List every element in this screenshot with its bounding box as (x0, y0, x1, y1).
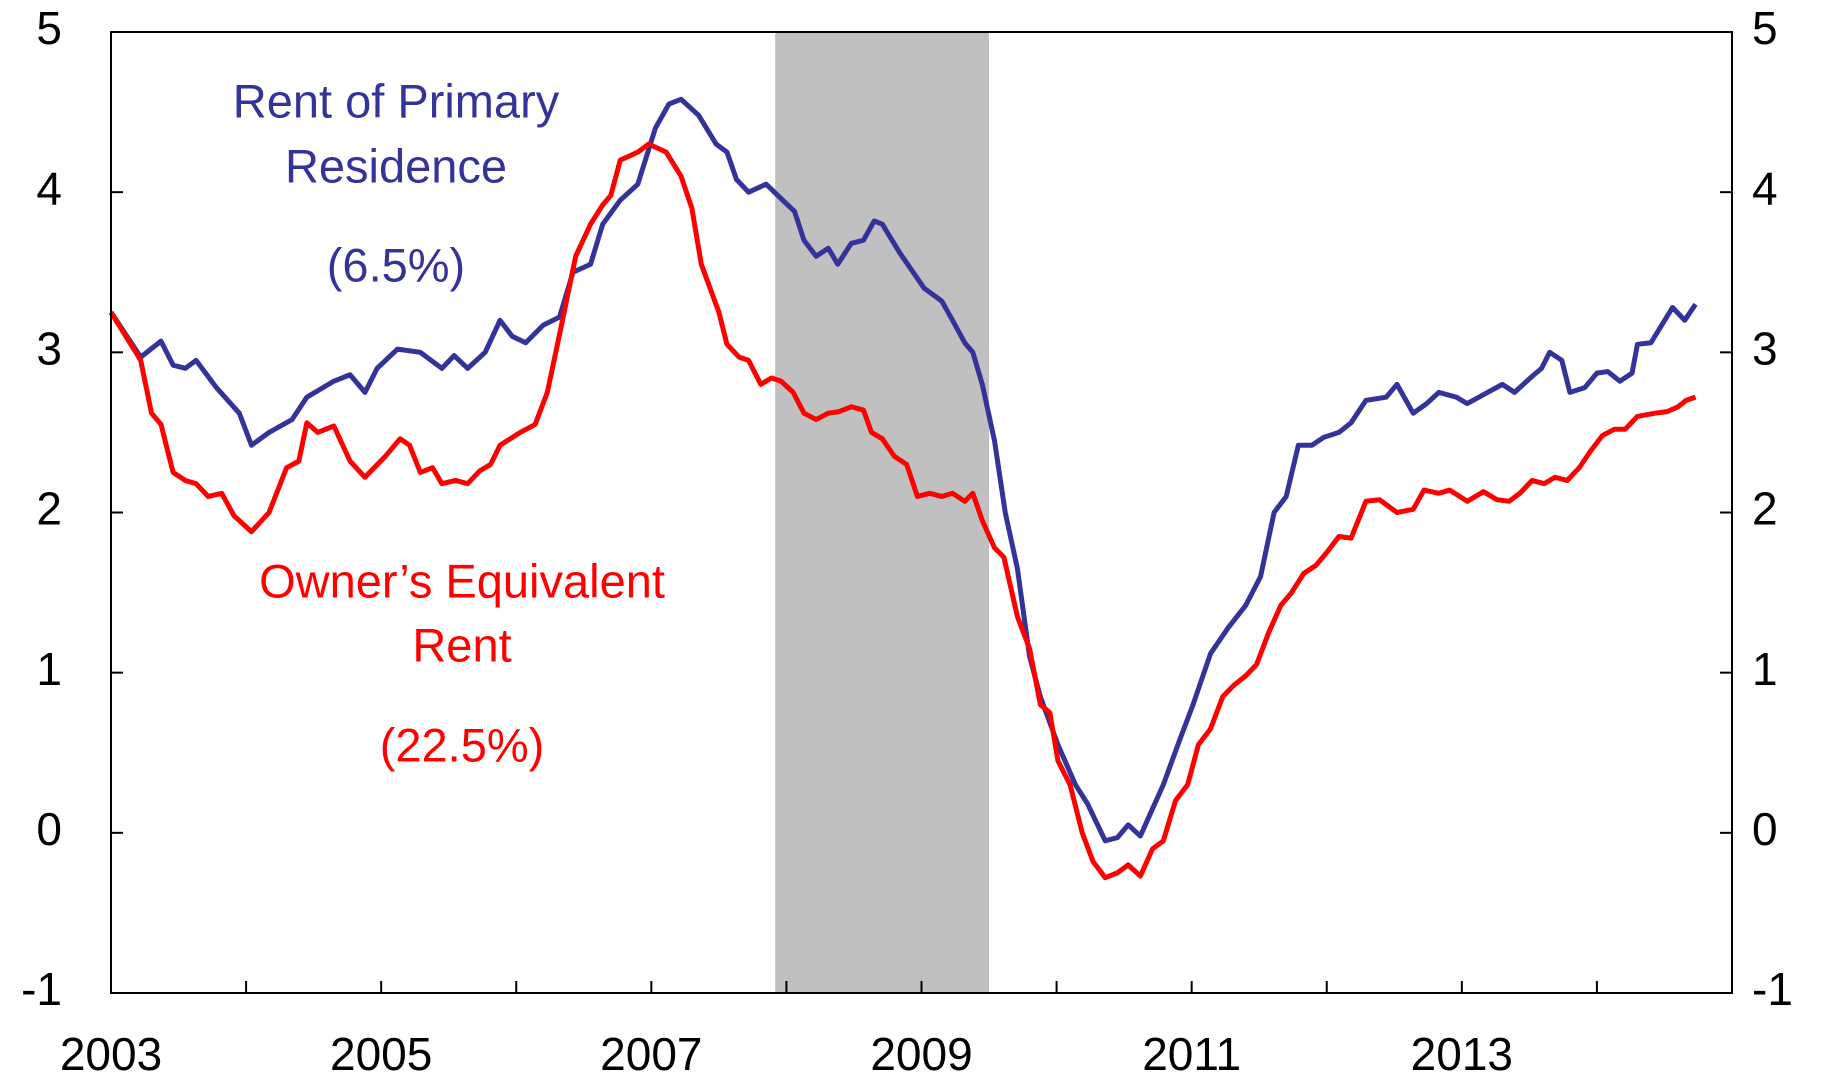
plot-frame (110, 31, 1733, 994)
annotation: (22.5%) (380, 718, 545, 771)
annotation: Residence (285, 139, 507, 192)
y2-tick-label: 2 (1752, 483, 1778, 535)
recession-band (775, 32, 990, 993)
x-tick-label: 2005 (330, 1028, 432, 1080)
y-tick-label: 3 (36, 322, 62, 374)
annotation: Rent (412, 618, 511, 671)
y-tick-label: -1 (21, 963, 62, 1015)
series-line (108, 96, 1698, 844)
y2-tick-label: 1 (1752, 643, 1778, 695)
y2-tick-label: -1 (1752, 963, 1793, 1015)
y-tick-label: 2 (36, 483, 62, 535)
annotation: Rent of Primary (233, 74, 560, 127)
y-tick-label: 5 (36, 2, 62, 54)
x-tick-label: 2011 (1142, 1028, 1241, 1080)
annotation: Owner’s Equivalent (259, 554, 665, 607)
y-tick-label: 0 (36, 803, 62, 855)
x-tick-label: 2003 (60, 1028, 162, 1080)
y2-tick-label: 0 (1752, 803, 1778, 855)
x-tick-label: 2009 (870, 1028, 972, 1080)
x-tick-label: 2013 (1411, 1028, 1513, 1080)
annotation: (6.5%) (327, 238, 465, 291)
series-line (108, 141, 1697, 881)
y2-tick-label: 5 (1752, 2, 1778, 54)
y2-tick-label: 4 (1752, 162, 1778, 214)
y-tick-label: 1 (36, 643, 62, 695)
x-tick-label: 2007 (600, 1028, 702, 1080)
y2-tick-label: 3 (1752, 322, 1778, 374)
y-tick-label: 4 (36, 162, 62, 214)
